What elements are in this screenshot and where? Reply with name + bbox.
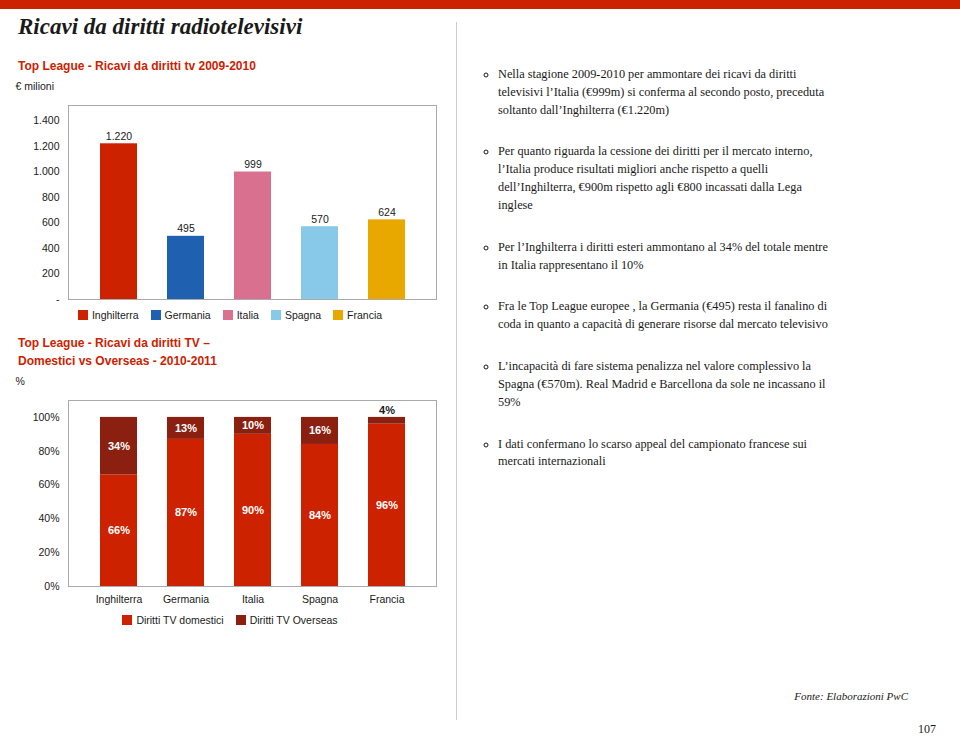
html-text:I dati confermano lo scarso ap: I dati confermano lo scarso appeal del c…	[498, 436, 807, 469]
svg-text:570: 570	[311, 213, 329, 225]
svg-text:%: %	[16, 375, 25, 387]
html-text:Per quanto riguarda la cession: Per quanto riguarda la cessione dei diri…	[498, 144, 813, 212]
html-text:Per l’Inghilterra i diritti es: Per l’Inghilterra i diritti esteri ammon…	[498, 239, 828, 272]
svg-text:13%: 13%	[175, 422, 197, 434]
html-text:Diritti TV Overseas: Diritti TV Overseas	[249, 614, 338, 627]
svg-text:Inghilterra: Inghilterra	[96, 593, 143, 605]
html-text:Italia: Italia	[236, 309, 259, 322]
svg-text:€ milioni: € milioni	[16, 80, 55, 92]
svg-text:0%: 0%	[44, 580, 59, 592]
html-text:Nella stagione 2009-2010 per a: Nella stagione 2009-2010 per ammontare d…	[498, 67, 825, 117]
svg-text:66%: 66%	[108, 524, 130, 536]
svg-text:1.200: 1.200	[33, 140, 59, 152]
html-text:Germania: Germania	[164, 309, 211, 322]
svg-text:600: 600	[42, 217, 60, 229]
svg-text:Francia: Francia	[369, 593, 404, 605]
svg-text:34%: 34%	[108, 440, 130, 452]
svg-text:999: 999	[244, 158, 262, 170]
html-text:Spagna: Spagna	[284, 309, 322, 322]
svg-text:80%: 80%	[38, 445, 59, 457]
svg-text:16%: 16%	[309, 425, 331, 437]
svg-text:40%: 40%	[38, 512, 59, 524]
html-text:Francia: Francia	[347, 309, 383, 322]
svg-text:1.000: 1.000	[33, 166, 59, 178]
svg-text:495: 495	[177, 223, 195, 235]
svg-text:400: 400	[42, 242, 60, 254]
svg-text:20%: 20%	[38, 546, 59, 558]
svg-text:624: 624	[378, 206, 396, 218]
html-text:L’incapacità di fare sistema p: L’incapacità di fare sistema penalizza n…	[498, 359, 826, 409]
html-text:Ricavi da diritti radiotelevis: Ricavi da diritti radiotelevisivi	[18, 14, 303, 39]
svg-text:200: 200	[42, 268, 60, 280]
svg-text:4%: 4%	[379, 405, 395, 417]
svg-text:100%: 100%	[33, 411, 60, 423]
svg-text:Italia: Italia	[242, 593, 264, 605]
html-text:Diritti TV domestici: Diritti TV domestici	[136, 614, 224, 627]
svg-text:96%: 96%	[376, 499, 398, 511]
svg-text:1.220: 1.220	[106, 130, 132, 142]
html-text:Top League - Ricavi da diritti: Top League - Ricavi da diritti tv 2009-2…	[18, 59, 256, 73]
svg-text:10%: 10%	[242, 420, 264, 432]
svg-text:800: 800	[42, 191, 60, 203]
svg-text:87%: 87%	[175, 507, 197, 519]
html-text:Inghilterra: Inghilterra	[91, 309, 139, 322]
svg-text:Spagna: Spagna	[302, 593, 338, 605]
svg-text:60%: 60%	[38, 479, 59, 491]
svg-text:1.400: 1.400	[33, 115, 59, 127]
html-text:Fra le Top League europee , la: Fra le Top League europee , la Germania …	[498, 299, 828, 332]
svg-text:-: -	[56, 293, 60, 305]
html-text:107: 107	[918, 722, 936, 736]
html-text:Top League - Ricavi da diritti: Top League - Ricavi da diritti TV – Dome…	[18, 336, 217, 368]
svg-text:Germania: Germania	[163, 593, 209, 605]
svg-text:90%: 90%	[242, 504, 264, 516]
svg-text:84%: 84%	[309, 509, 331, 521]
html-text:Fonte: Elaborazioni PwC: Fonte: Elaborazioni PwC	[794, 690, 908, 702]
